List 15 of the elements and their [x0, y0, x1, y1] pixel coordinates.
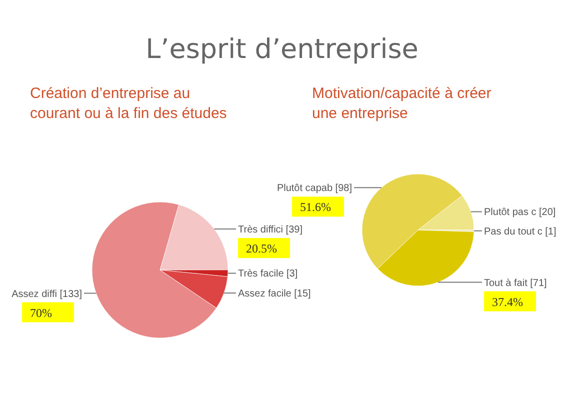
text: 70% [30, 306, 52, 320]
text: 37.4% [492, 294, 523, 309]
chart-title: L’esprit d’entreprise [146, 34, 418, 65]
slice-label: Plutôt capab [98] [276, 183, 352, 194]
slice-label: Plutôt pas c [20] [484, 207, 556, 218]
slice-label: Très facile [3] [238, 268, 298, 280]
text: 20.5% [246, 242, 277, 256]
slice-label: Assez facile [15] [238, 288, 312, 300]
slice-label: Assez diffi [133] [12, 288, 82, 300]
chart-subtitle: Création d’entreprise au courant ou à la fin des études [30, 85, 227, 122]
slice-label: Très diffici [39] [238, 224, 303, 236]
slice-label: Pas du tout c [1] [484, 226, 556, 238]
slice-label: Tout à fait [71] [484, 278, 548, 289]
text: 51.6% [300, 200, 331, 214]
chart-subtitle: Motivation/capacité à créer une entreprise [312, 85, 492, 122]
